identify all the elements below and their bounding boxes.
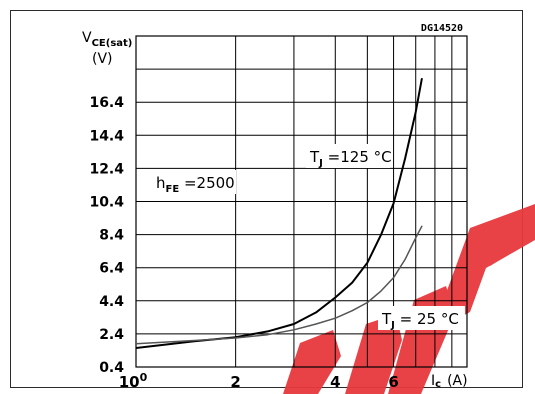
- y-tick-label: 10.4: [89, 195, 124, 211]
- x-tick-label-exp: 0: [140, 371, 148, 384]
- hfe-annotation: hFE =2500: [152, 170, 236, 195]
- series-layer: [136, 78, 423, 349]
- svg-text:TJ =125 °C: TJ =125 °C: [309, 148, 392, 169]
- series-line-tj-125c: [136, 78, 423, 349]
- tj125-sub: J: [318, 158, 323, 169]
- y-tick-label: 4.4: [99, 294, 124, 310]
- x-axis-label-sub: c: [435, 379, 441, 390]
- tj25-value: = 25 °C: [395, 310, 459, 328]
- y-tick-label: 14.4: [89, 128, 124, 144]
- watermark-logo: [283, 204, 535, 394]
- tick-labels: 0.4 2.4 4.4 6.4 8.4 10.4 12.4 14.4 16.4 100 2 4 6: [89, 95, 398, 391]
- y-axis-label-sub: CE(sat): [92, 38, 133, 49]
- tj25-annotation: TJ = 25 °C: [378, 306, 465, 331]
- y-tick-label: 12.4: [89, 161, 124, 177]
- plot-border: [135, 35, 468, 368]
- y-axis-label: VCE(sat): [82, 30, 132, 49]
- hfe-main: h: [156, 174, 166, 192]
- y-tick-label: 16.4: [89, 95, 124, 111]
- x-axis-label-unit: (A): [447, 373, 468, 389]
- reference-code: DG14520: [421, 23, 463, 34]
- series-line-tj-25c: [136, 225, 423, 345]
- x-tick-label-base: 10: [119, 373, 140, 391]
- hfe-sub: FE: [166, 184, 180, 195]
- y-tick-label: 8.4: [99, 228, 124, 244]
- y-axis-label-main: V: [82, 30, 92, 46]
- x-axis-label-main: I: [431, 373, 435, 389]
- watermark-shape: [283, 330, 341, 394]
- y-axis-unit: (V): [92, 51, 113, 67]
- hfe-value: =2500: [179, 174, 235, 192]
- x-tick-label: 100: [119, 371, 148, 391]
- x-tick-label: 2: [230, 373, 240, 391]
- y-tick-label: 2.4: [99, 327, 124, 343]
- watermark-shape: [470, 208, 535, 266]
- tj125-main: T: [309, 148, 320, 166]
- svg-text:TJ = 25 °C: TJ = 25 °C: [381, 310, 459, 331]
- x-axis-label: Ic (A): [431, 373, 468, 390]
- y-tick-label: 6.4: [99, 261, 124, 277]
- tj25-main: T: [381, 310, 392, 328]
- tj125-value: =125 °C: [323, 148, 392, 166]
- x-tick-label: 4: [330, 373, 340, 391]
- tj125-annotation: TJ =125 °C: [306, 144, 392, 169]
- svg-text:hFE =2500: hFE =2500: [156, 174, 235, 195]
- y-tick-label: 0.4: [99, 360, 124, 376]
- tj25-sub: J: [390, 320, 395, 331]
- x-tick-label: 6: [388, 373, 398, 391]
